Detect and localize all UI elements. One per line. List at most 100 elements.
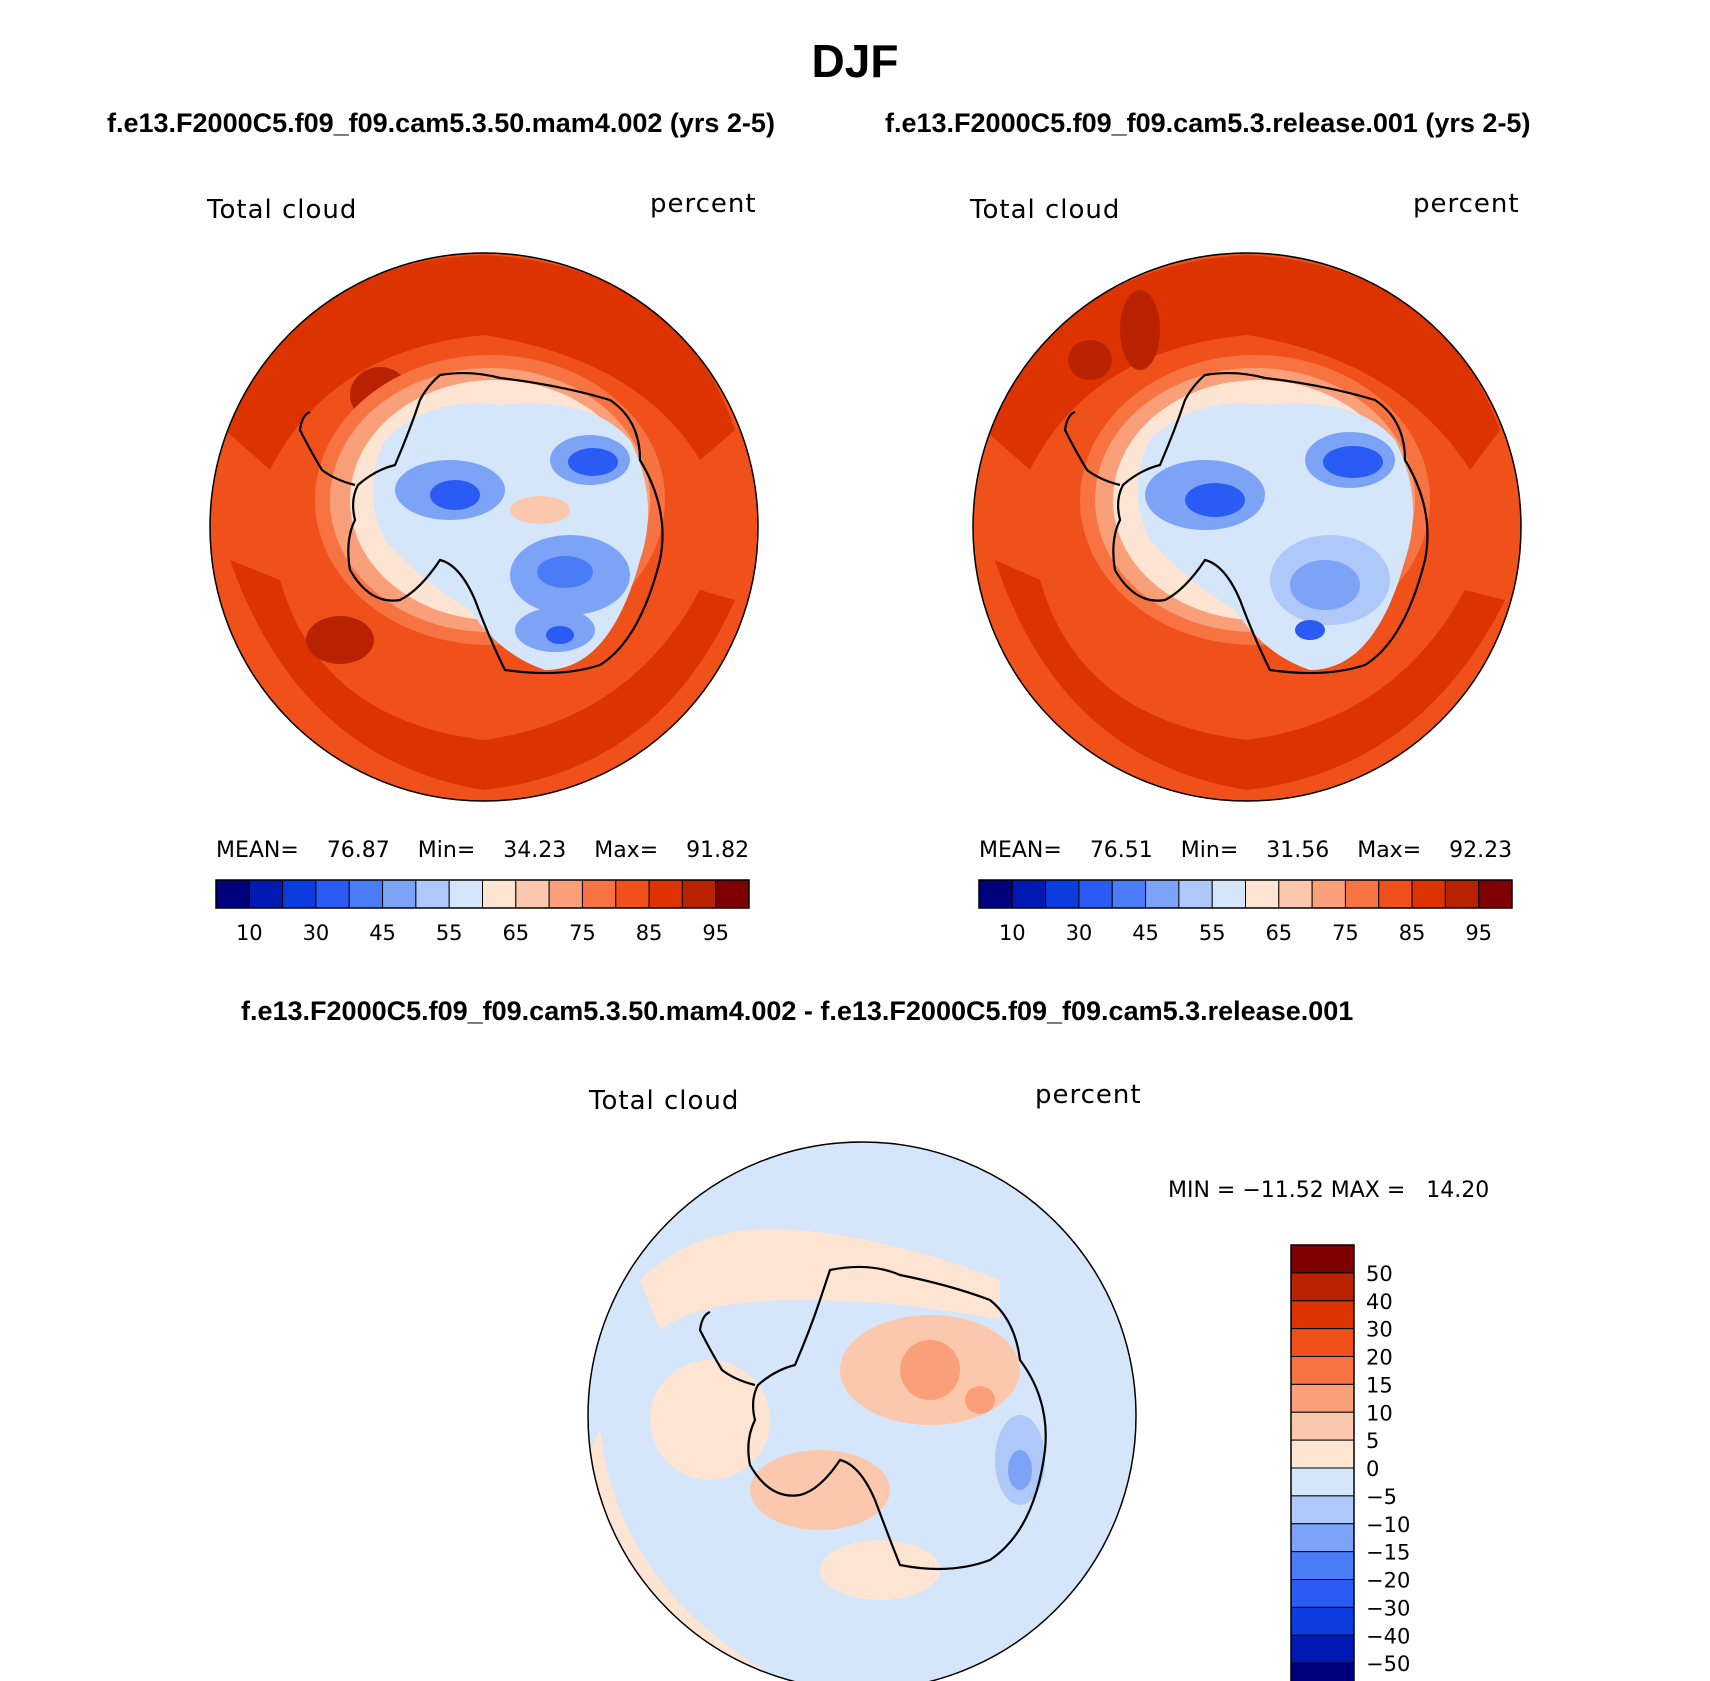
vertical-colorbar-tick-label: −20 bbox=[1366, 1569, 1410, 1593]
left-min-value: 34.23 bbox=[503, 838, 567, 863]
left-colorbar-tick-label: 85 bbox=[636, 921, 663, 945]
left-colorbar-frame bbox=[215, 879, 750, 909]
vertical-colorbar-tick-label: 0 bbox=[1366, 1457, 1379, 1481]
vertical-colorbar-swatch bbox=[1290, 1634, 1355, 1664]
left-colorbar-swatch bbox=[548, 879, 583, 909]
vertical-colorbar-tick-label: −10 bbox=[1366, 1513, 1410, 1537]
left-variable-label: Total cloud bbox=[207, 195, 358, 225]
vertical-colorbar-tick-label: 50 bbox=[1366, 1262, 1393, 1286]
left-colorbar-swatch bbox=[615, 879, 650, 909]
vertical-colorbar-frame bbox=[1290, 1244, 1355, 1681]
right-colorbar-swatch bbox=[1245, 879, 1280, 909]
right-colorbar-tick-label: 65 bbox=[1265, 921, 1292, 945]
left-colorbar-swatch bbox=[448, 879, 483, 909]
right-colorbar-swatch bbox=[1178, 879, 1213, 909]
right-variable-label: Total cloud bbox=[970, 195, 1121, 225]
right-colorbar-tick-label: 85 bbox=[1399, 921, 1426, 945]
diff-min-max: MIN = −11.52 MAX = 14.20 bbox=[1168, 1178, 1490, 1203]
right-colorbar-swatch bbox=[1311, 879, 1346, 909]
right-colorbar-swatch bbox=[1444, 879, 1480, 909]
vertical-colorbar-swatch bbox=[1290, 1606, 1355, 1636]
left-units-label: percent bbox=[650, 189, 757, 219]
vertical-colorbar-swatch bbox=[1290, 1523, 1355, 1553]
right-max-label: Max= bbox=[1357, 838, 1422, 863]
vertical-colorbar-swatch bbox=[1290, 1411, 1355, 1441]
right-colorbar-tick-label: 55 bbox=[1199, 921, 1226, 945]
vertical-colorbar-swatch bbox=[1290, 1272, 1355, 1302]
right-colorbar-frame bbox=[978, 879, 1513, 909]
left-mean-value: 76.87 bbox=[326, 838, 390, 863]
vertical-colorbar-tick-label: 15 bbox=[1366, 1373, 1393, 1397]
left-colorbar-swatch bbox=[282, 879, 317, 909]
left-colorbar-swatch bbox=[681, 879, 717, 909]
diff-map-border bbox=[587, 1141, 1137, 1681]
vertical-colorbar-tick-label: −50 bbox=[1366, 1652, 1410, 1676]
left-colorbar-tick-label: 55 bbox=[436, 921, 463, 945]
right-colorbar-swatch bbox=[1344, 879, 1380, 909]
vertical-colorbar-swatch bbox=[1290, 1244, 1355, 1274]
right-panel-case-title: f.e13.F2000C5.f09_f09.cam5.3.release.001… bbox=[885, 108, 1531, 138]
right-colorbar-tick-label: 75 bbox=[1332, 921, 1359, 945]
left-colorbar-tick-label: 30 bbox=[303, 921, 330, 945]
vertical-colorbar-tick-label: 40 bbox=[1366, 1290, 1393, 1314]
diff-units-label: percent bbox=[1035, 1080, 1142, 1110]
left-colorbar-swatch bbox=[581, 879, 617, 909]
vertical-colorbar-swatch bbox=[1290, 1356, 1355, 1385]
left-colorbar-swatch bbox=[248, 879, 284, 909]
right-max-value: 92.23 bbox=[1449, 838, 1513, 863]
right-colorbar-swatch bbox=[1145, 879, 1180, 909]
left-stats: MEAN= 76.87 Min= 34.23 Max= 91.82 bbox=[216, 838, 749, 863]
right-colorbar-swatch bbox=[1411, 879, 1446, 909]
vertical-colorbar-tick-label: 5 bbox=[1366, 1429, 1379, 1453]
vertical-colorbar-tick-label: −40 bbox=[1366, 1624, 1410, 1648]
vertical-colorbar-swatch bbox=[1290, 1551, 1355, 1580]
right-min-label: Min= bbox=[1180, 838, 1239, 863]
left-colorbar-tick-label: 10 bbox=[236, 921, 263, 945]
left-colorbar-swatch bbox=[315, 879, 350, 909]
left-colorbar-tick-label: 45 bbox=[369, 921, 396, 945]
vertical-colorbar-tick-label: 30 bbox=[1366, 1318, 1393, 1342]
right-colorbar-swatch bbox=[978, 879, 1013, 909]
right-map-border bbox=[972, 252, 1522, 802]
left-colorbar-swatch bbox=[515, 879, 550, 909]
left-polar-map bbox=[210, 253, 758, 801]
difference-panel-title: f.e13.F2000C5.f09_f09.cam5.3.50.mam4.002… bbox=[241, 996, 1354, 1026]
vertical-colorbar-swatch bbox=[1290, 1579, 1355, 1608]
left-colorbar-tick-label: 75 bbox=[569, 921, 596, 945]
right-units-label: percent bbox=[1413, 189, 1520, 219]
right-polar-map bbox=[973, 253, 1521, 801]
left-min-label: Min= bbox=[417, 838, 476, 863]
left-colorbar-swatch bbox=[382, 879, 417, 909]
right-colorbar-swatch bbox=[1078, 879, 1113, 909]
right-stats: MEAN= 76.51 Min= 31.56 Max= 92.23 bbox=[979, 838, 1512, 863]
right-colorbar-tick-label: 30 bbox=[1066, 921, 1093, 945]
vertical-colorbar-swatch bbox=[1290, 1439, 1355, 1469]
left-max-label: Max= bbox=[594, 838, 659, 863]
vertical-colorbar-swatch bbox=[1290, 1495, 1355, 1525]
right-colorbar-swatch bbox=[1045, 879, 1080, 909]
left-colorbar-swatch bbox=[415, 879, 450, 909]
right-colorbar-swatch bbox=[1278, 879, 1313, 909]
left-colorbar-swatch bbox=[648, 879, 683, 909]
vertical-colorbar-swatch bbox=[1290, 1662, 1355, 1681]
vertical-colorbar-tick-label: −15 bbox=[1366, 1541, 1410, 1565]
difference-polar-map bbox=[588, 1142, 1136, 1681]
vertical-colorbar-swatch bbox=[1290, 1383, 1355, 1413]
vertical-colorbar-swatch bbox=[1290, 1328, 1355, 1357]
left-panel-case-title: f.e13.F2000C5.f09_f09.cam5.3.50.mam4.002… bbox=[107, 108, 775, 138]
right-colorbar-swatch bbox=[1211, 879, 1246, 909]
left-mean-label: MEAN= bbox=[216, 838, 299, 863]
vertical-colorbar-tick-label: −30 bbox=[1366, 1596, 1410, 1620]
left-colorbar-swatch bbox=[215, 879, 250, 909]
left-colorbar: 10 30 45 55 65 75 85 95 bbox=[215, 879, 750, 945]
left-map-border bbox=[209, 252, 759, 802]
left-max-value: 91.82 bbox=[686, 838, 750, 863]
right-colorbar-swatch bbox=[1378, 879, 1413, 909]
vertical-colorbar-tick-label: 20 bbox=[1366, 1346, 1393, 1370]
right-colorbar-tick-label: 95 bbox=[1465, 921, 1492, 945]
right-colorbar-tick-label: 45 bbox=[1132, 921, 1159, 945]
right-colorbar-swatch bbox=[1111, 879, 1147, 909]
vertical-colorbar-tick-label: 10 bbox=[1366, 1401, 1393, 1425]
